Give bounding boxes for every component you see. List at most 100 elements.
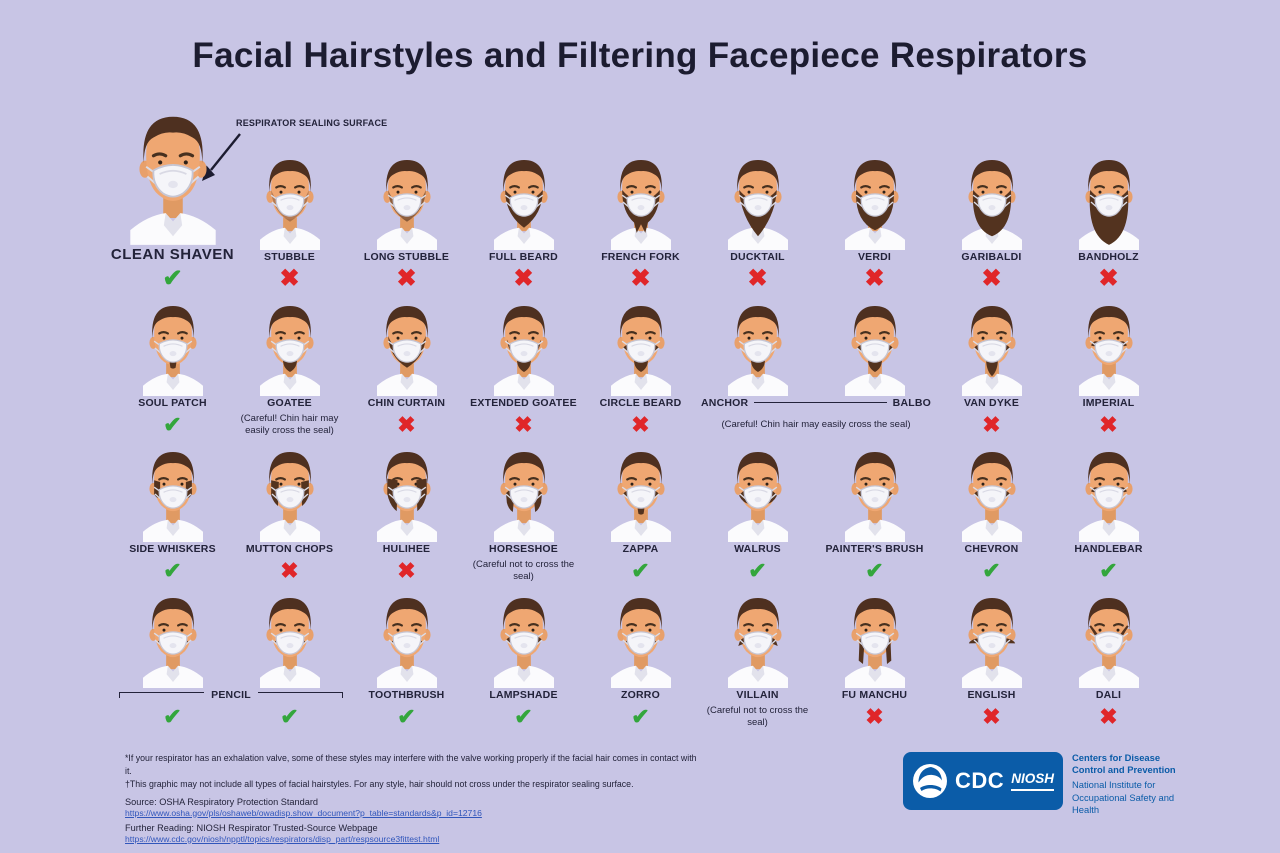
- style-label: WALRUS: [734, 543, 781, 555]
- branding: CDC NIOSH Centers for Disease Control an…: [903, 752, 1192, 816]
- style-cell-hulihee: HULIHEE ✖: [348, 440, 465, 586]
- verdict-x-icon: ✖: [864, 265, 885, 292]
- face-english: [961, 598, 1022, 688]
- niosh-link[interactable]: https://www.cdc.gov/niosh/npptl/topics/r…: [125, 833, 440, 844]
- verdict-slot: ✔: [699, 556, 816, 586]
- verdict-x-icon: ✖: [747, 265, 768, 292]
- style-label: EXTENDED GOATEE: [470, 397, 577, 409]
- verdict-x-icon: ✖: [982, 412, 1001, 437]
- verdict-check-icon: ✔: [163, 412, 182, 437]
- style-label: HULIHEE: [382, 543, 431, 555]
- verdict-x-icon: ✖: [982, 704, 1001, 729]
- osha-link[interactable]: https://www.osha.gov/pls/oshaweb/owadisp…: [125, 807, 482, 818]
- style-label: GARIBALDI: [961, 251, 1022, 263]
- verdict-check-icon: ✔: [397, 704, 416, 729]
- style-group-anchor-balbo: ANCHOR BALBO (Careful! Chin hair may easil…: [699, 294, 933, 440]
- verdict-slot: ✖: [933, 702, 1050, 732]
- verdict-slot: ✖: [1050, 702, 1167, 732]
- face-none: [129, 116, 216, 245]
- verdict-slot: ✖: [582, 264, 699, 294]
- style-label: ZORRO: [621, 689, 660, 701]
- face-beard-bandholz: [1078, 160, 1139, 250]
- style-cell-bandholz: BANDHOLZ ✖: [1050, 102, 1167, 294]
- style-label: CIRCLE BEARD: [599, 397, 682, 409]
- verdict-slot: ✔: [1050, 556, 1167, 586]
- face-imperial: [1078, 306, 1139, 396]
- style-label: HANDLEBAR: [1074, 543, 1143, 555]
- cdc-wordmark: CDC: [955, 768, 1005, 793]
- style-label: CLEAN SHAVEN: [110, 246, 235, 263]
- style-cell-villain: VILLAIN (Careful not to cross the seal): [699, 586, 816, 732]
- style-label: FRENCH FORK: [601, 251, 680, 263]
- verdict-slot: ✖: [348, 410, 465, 440]
- face-pencil: [142, 598, 203, 688]
- style-label: MUTTON CHOPS: [245, 543, 334, 555]
- verdict-slot: ✖: [816, 264, 933, 294]
- style-label: VERDI: [857, 251, 892, 263]
- style-row-4: PENCIL ✔ ✔ TOOTHBRUSH ✔ LAMPSHADE ✔ ZORRO ✔ VILLA…: [114, 586, 1167, 732]
- verdict-check-icon: ✔: [280, 704, 299, 729]
- face-toothbrush: [376, 598, 437, 688]
- cdc-niosh-logo: CDC NIOSH: [903, 752, 1063, 810]
- verdict-slot: ✔: [114, 264, 231, 294]
- face-chin-curtain: [376, 306, 437, 396]
- page-title: Facial Hairstyles and Filtering Facepiec…: [192, 36, 1088, 75]
- style-cell-garibaldi: GARIBALDI ✖: [933, 102, 1050, 294]
- caution-note: (Careful! Chin hair may easily cross the…: [240, 413, 339, 436]
- face-van-dyke: [961, 306, 1022, 396]
- verdict-x-icon: ✖: [279, 265, 300, 292]
- style-label: PENCIL: [211, 689, 251, 701]
- verdict-x-icon: ✖: [630, 265, 651, 292]
- footnote-styles: †This graphic may not include all types …: [125, 779, 634, 790]
- style-label: PAINTER'S BRUSH: [825, 543, 924, 555]
- face-dali: [1078, 598, 1139, 688]
- face-stubble-long: [376, 160, 437, 250]
- style-cell-toothbrush: TOOTHBRUSH ✔: [348, 586, 465, 732]
- styles-grid: CLEAN SHAVEN ✔ STUBBLE ✖ LONG STUBBLE ✖ FULL B…: [110, 102, 1167, 732]
- caution-note: (Careful not to cross the seal): [706, 705, 809, 728]
- style-label: BALBO: [892, 397, 931, 409]
- face-lampshade: [493, 598, 554, 688]
- face-balbo: [844, 306, 905, 396]
- style-cell-mutton-chops: MUTTON CHOPS ✖: [231, 440, 348, 586]
- style-cell-full-beard: FULL BEARD ✖: [465, 102, 582, 294]
- verdict-slot: ✔: [348, 702, 465, 732]
- verdict-slot: ✖: [699, 264, 816, 294]
- face-extended-goatee: [493, 306, 554, 396]
- style-cell-clean-shaven: CLEAN SHAVEN ✔: [110, 102, 235, 294]
- verdict-slot: ✖: [348, 264, 465, 294]
- verdict-slot: ✔: [114, 410, 231, 440]
- style-label: STUBBLE: [264, 251, 315, 263]
- verdict-slot: ✖: [582, 410, 699, 440]
- verdict-check-icon: ✔: [865, 558, 884, 583]
- verdict-slot: ✖: [231, 264, 348, 294]
- caution-note: (Careful not to cross the seal): [472, 559, 575, 582]
- style-cell-circle-beard: CIRCLE BEARD ✖: [582, 294, 699, 440]
- group-labels: ANCHOR BALBO: [699, 396, 933, 409]
- face-mutton-chops: [259, 452, 320, 542]
- face-beard-french-fork: [610, 160, 671, 250]
- style-cell-handlebar: HANDLEBAR ✔: [1050, 440, 1167, 586]
- verdict-x-icon: ✖: [865, 704, 884, 729]
- verdict-slot: ✖: [816, 702, 933, 732]
- style-cell-extended-goatee: EXTENDED GOATEE ✖: [465, 294, 582, 440]
- style-label: CHEVRON: [964, 543, 1019, 555]
- style-cell-imperial: IMPERIAL ✖: [1050, 294, 1167, 440]
- verdict-check-icon: ✔: [748, 558, 767, 583]
- style-label: ANCHOR: [701, 397, 749, 409]
- face-hulihee: [376, 452, 437, 542]
- style-cell-goatee: GOATEE (Careful! Chin hair may easily cro…: [231, 294, 348, 440]
- style-label: LONG STUBBLE: [363, 251, 450, 263]
- face-zappa: [610, 452, 671, 542]
- style-label: FU MANCHU: [841, 689, 908, 701]
- verdict-check-icon: ✔: [631, 558, 650, 583]
- style-cell-ducktail: DUCKTAIL ✖: [699, 102, 816, 294]
- verdict-x-icon: ✖: [1099, 704, 1118, 729]
- verdict-check-icon: ✔: [1099, 558, 1118, 583]
- face-beard-verdi: [844, 160, 905, 250]
- verdict-slot: (Careful not to cross the seal): [699, 702, 816, 732]
- face-stubble: [259, 160, 320, 250]
- style-label: IMPERIAL: [1082, 397, 1135, 409]
- face-beard-full: [493, 160, 554, 250]
